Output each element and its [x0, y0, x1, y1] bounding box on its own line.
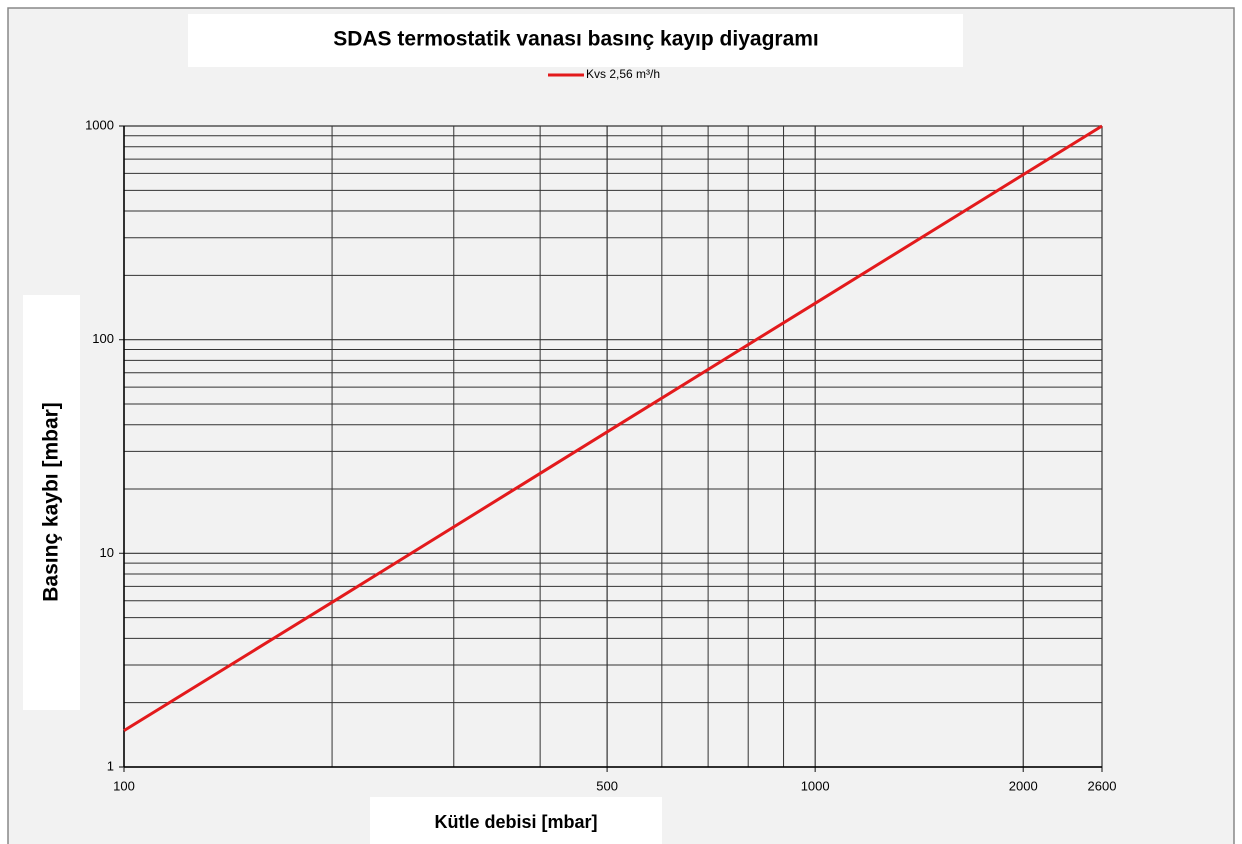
chart-frame [7, 7, 1235, 844]
y-tick-label: 100 [92, 331, 114, 346]
x-tick-label: 100 [113, 778, 135, 793]
title-box [188, 14, 963, 67]
y-tick-label: 1 [107, 758, 114, 773]
x-axis-label: Kütle debisi [mbar] [434, 812, 597, 832]
chart-title: SDAS termostatik vanası basınç kayıp diy… [333, 28, 819, 51]
y-label-box [23, 295, 80, 710]
x-tick-label: 2000 [1009, 778, 1038, 793]
x-label-box [370, 797, 662, 844]
x-tick-label: 2600 [1088, 778, 1117, 793]
y-tick-label: 10 [100, 545, 114, 560]
y-axis-label: Basınç kaybı [mbar] [40, 402, 63, 602]
x-tick-label: 500 [596, 778, 618, 793]
data-line [123, 124, 1103, 732]
x-tick-label: 1000 [801, 778, 830, 793]
legend-label: Kvs 2,56 m³/h [586, 67, 660, 81]
y-tick-label: 1000 [85, 117, 114, 132]
